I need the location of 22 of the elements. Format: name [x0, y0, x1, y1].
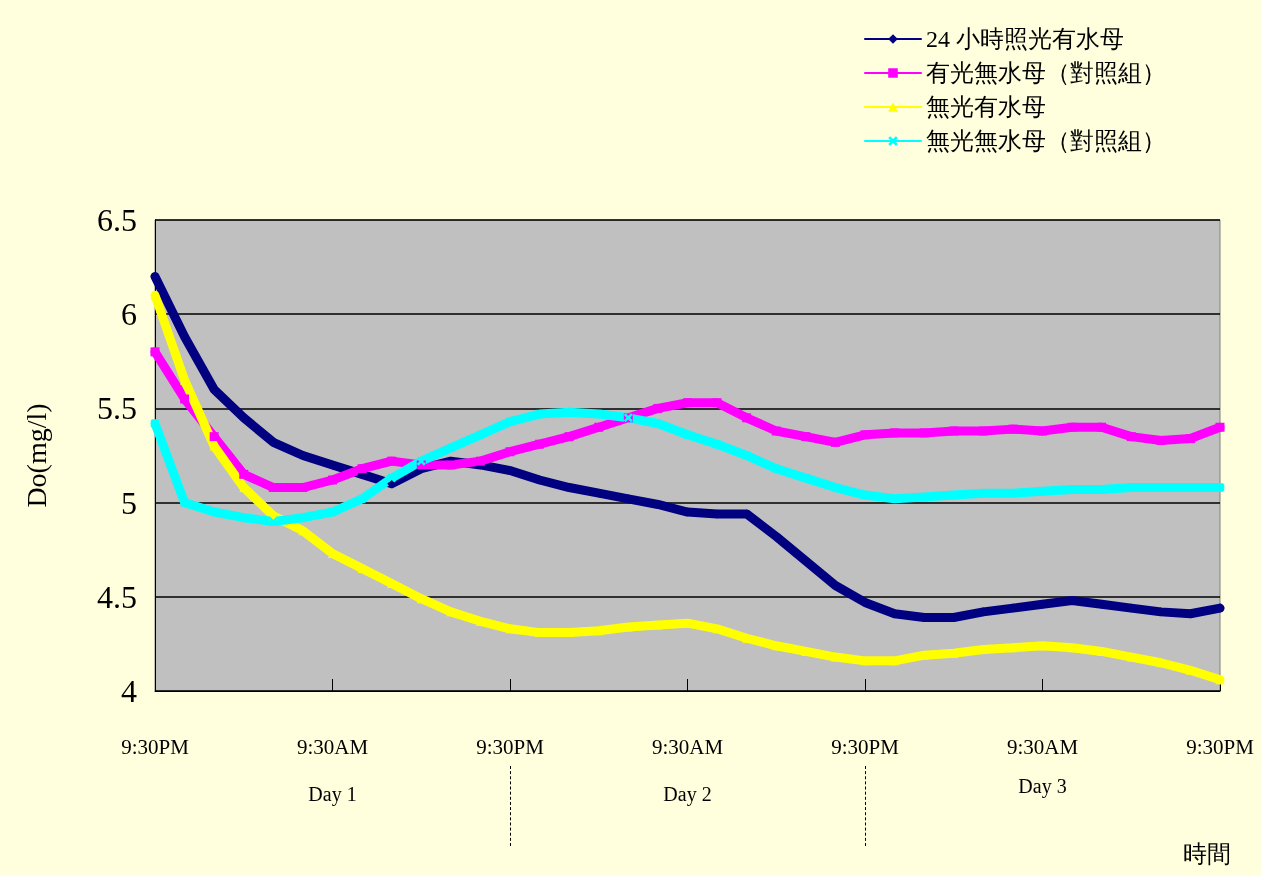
- x-tick-label: 9:30PM: [831, 734, 900, 759]
- text: Day 3: [1018, 775, 1067, 798]
- x-tick-label: 9:30PM: [121, 734, 190, 759]
- legend-label: 無光無水母（對照組）: [926, 128, 1166, 154]
- legend-label: 有光無水母（對照組）: [926, 60, 1166, 86]
- x-tick-label: 9:30PM: [1186, 734, 1255, 759]
- y-tick-label: 4.5: [97, 578, 137, 615]
- x-tick-label: 9:30AM: [296, 734, 369, 759]
- text: Day 2: [663, 783, 712, 806]
- x-axis-title: 時間: [1183, 841, 1231, 867]
- y-tick-label: 4: [121, 673, 137, 709]
- x-tick-label: 9:30AM: [1006, 734, 1079, 759]
- legend-label: 無光有水母: [926, 94, 1046, 120]
- y-tick-label: 5: [121, 484, 137, 521]
- text: Day 1: [308, 783, 357, 806]
- legend-label: 24 小時照光有水母: [926, 26, 1124, 52]
- y-tick-label: 6.5: [97, 202, 137, 238]
- y-tick-label: 6: [121, 296, 137, 333]
- x-tick-label: 9:30AM: [651, 734, 724, 759]
- y-tick-label: 5.5: [97, 390, 137, 427]
- y-axis-title: Do(mg/l): [20, 403, 52, 508]
- x-tick-label: 9:30PM: [476, 734, 545, 759]
